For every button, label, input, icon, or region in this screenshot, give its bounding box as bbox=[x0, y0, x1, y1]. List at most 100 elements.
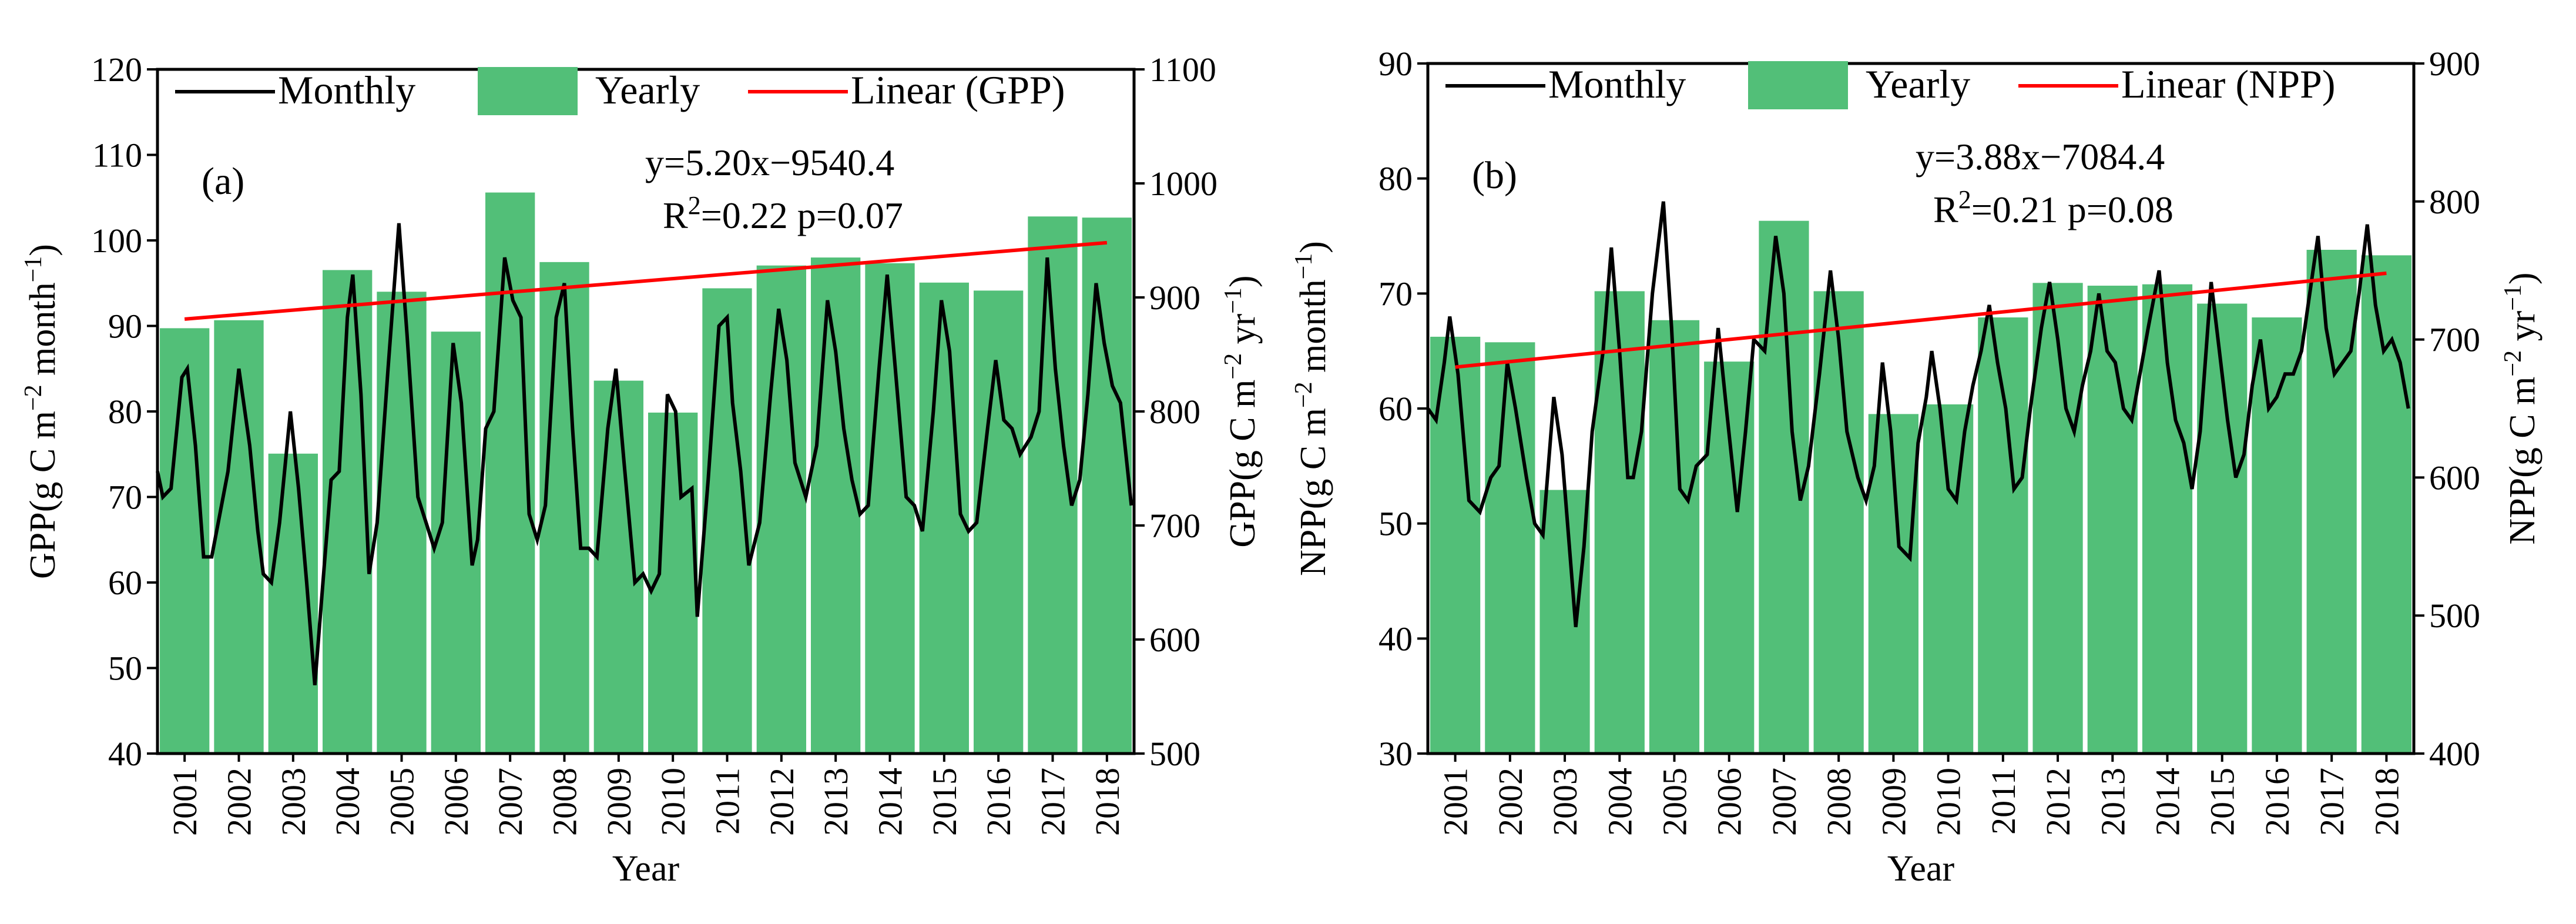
yearly-bar-2011 bbox=[1978, 317, 2028, 754]
x-tick-label: 2008 bbox=[1820, 768, 1858, 836]
yearly-bar-2013 bbox=[811, 257, 861, 754]
yearly-bar-2008 bbox=[539, 262, 589, 754]
right-tick-label: 800 bbox=[2429, 183, 2480, 221]
yearly-bar-2006 bbox=[431, 332, 481, 754]
right-tick-label: 600 bbox=[2429, 458, 2480, 497]
left-y-axis-ticks: 30 40 50 60 70 80 90 bbox=[1378, 45, 1428, 773]
left-tick-label: 80 bbox=[108, 393, 142, 431]
right-tick-label: 500 bbox=[2429, 597, 2480, 635]
r-squared-annotation: R2=0.22 p=0.07 bbox=[663, 191, 903, 237]
yearly-bar-2018 bbox=[2361, 255, 2411, 754]
x-tick-label: 2009 bbox=[1874, 768, 1913, 836]
x-tick-label: 2007 bbox=[491, 768, 529, 836]
x-tick-label: 2013 bbox=[817, 768, 855, 836]
r2-rest: =0.22 p=0.07 bbox=[701, 195, 903, 236]
yearly-bar-2002 bbox=[214, 320, 264, 754]
yearly-bar-2018 bbox=[1082, 217, 1132, 754]
ylabel-sup1: −2 bbox=[1290, 381, 1317, 408]
x-tick-label: 2014 bbox=[2149, 768, 2187, 836]
panel-a: 40 50 60 70 80 90 100 110 120 500 600 700 800 900 100… bbox=[20, 51, 1263, 889]
left-tick-label: 100 bbox=[91, 222, 142, 260]
y2label-mid: yr bbox=[2503, 310, 2543, 350]
x-tick-label: 2008 bbox=[546, 768, 584, 836]
x-tick-label: 2005 bbox=[1656, 768, 1694, 836]
legend-linear-label: Linear (GPP) bbox=[851, 68, 1065, 112]
x-tick-label: 2010 bbox=[1930, 768, 1968, 836]
monthly-line bbox=[1426, 201, 2410, 628]
ylabel-sup2: −1 bbox=[20, 256, 47, 283]
ylabel-mid: month bbox=[1293, 279, 1333, 381]
x-tick-label: 2016 bbox=[2258, 768, 2296, 836]
y2label-sup2: −1 bbox=[1220, 287, 1247, 314]
x-tick-label: 2003 bbox=[274, 768, 313, 836]
right-tick-label: 600 bbox=[1149, 621, 1200, 659]
yearly-bars bbox=[1430, 220, 2411, 754]
left-tick-label: 30 bbox=[1378, 735, 1413, 773]
right-y-axis-title: NPP(g C m−2 yr−1) bbox=[2500, 272, 2543, 544]
right-tick-label: 800 bbox=[1149, 393, 1200, 431]
x-tick-label: 2007 bbox=[1765, 768, 1803, 836]
panel-label: (b) bbox=[1472, 154, 1517, 197]
x-tick-label: 2016 bbox=[980, 768, 1018, 836]
left-tick-label: 90 bbox=[1378, 45, 1413, 83]
right-tick-label: 400 bbox=[2429, 735, 2480, 773]
ylabel-mid: month bbox=[23, 282, 63, 384]
x-tick-label: 2017 bbox=[1034, 768, 1072, 836]
ylabel-base: NPP(g C m bbox=[1293, 408, 1333, 576]
ylabel-end: ) bbox=[1293, 241, 1333, 253]
yearly-bar-2009 bbox=[593, 380, 643, 754]
left-tick-label: 70 bbox=[1378, 274, 1413, 313]
right-tick-label: 1000 bbox=[1149, 165, 1217, 203]
x-tick-label: 2010 bbox=[654, 768, 692, 836]
left-tick-label: 50 bbox=[1378, 505, 1413, 543]
left-tick-label: 50 bbox=[108, 650, 142, 688]
yearly-bar-2002 bbox=[1485, 342, 1535, 754]
y2label-sup2: −1 bbox=[2500, 284, 2527, 311]
legend-monthly-label: Monthly bbox=[1548, 62, 1686, 106]
ylabel-base: GPP(g C m bbox=[23, 411, 63, 579]
y2label-base: GPP(g C m bbox=[1223, 380, 1263, 548]
yearly-bar-2016 bbox=[2252, 317, 2302, 754]
yearly-bar-2003 bbox=[1539, 490, 1590, 754]
linear-trend-line bbox=[184, 240, 1108, 321]
legend-monthly-label: Monthly bbox=[278, 68, 415, 112]
left-tick-label: 90 bbox=[108, 307, 142, 346]
y2label-sup1: −2 bbox=[1220, 353, 1247, 380]
x-tick-label: 2018 bbox=[2367, 768, 2406, 836]
left-y-axis-title: GPP(g C m−2 month−1) bbox=[20, 244, 63, 579]
legend-yearly-label: Yearly bbox=[1866, 62, 1970, 106]
x-tick-label: 2002 bbox=[220, 768, 259, 836]
yearly-bar-2013 bbox=[2087, 286, 2138, 754]
left-tick-label: 110 bbox=[92, 136, 142, 175]
x-tick-label: 2006 bbox=[1710, 768, 1749, 836]
x-axis-title: Year bbox=[1887, 849, 1955, 889]
left-tick-label: 80 bbox=[1378, 160, 1413, 198]
x-tick-label: 2001 bbox=[1437, 768, 1475, 836]
regression-equation: y=3.88x−7084.4 bbox=[1916, 136, 2165, 178]
yearly-bar-2008 bbox=[1813, 291, 1864, 754]
legend-linear-label: Linear (NPP) bbox=[2121, 62, 2335, 106]
x-tick-label: 2018 bbox=[1088, 768, 1126, 836]
y2label-end: ) bbox=[1223, 275, 1263, 287]
yearly-bar-2017 bbox=[2306, 249, 2357, 754]
y2label-end: ) bbox=[2503, 272, 2543, 284]
x-tick-label: 2005 bbox=[383, 768, 421, 836]
right-y-axis-ticks: 400 500 600 700 800 900 bbox=[2414, 45, 2480, 773]
x-axis-ticks: 2001 2002 2003 2004 2005 2006 2007 2008 2009 2010… bbox=[166, 754, 1126, 836]
ylabel-sup1: −2 bbox=[20, 384, 47, 411]
x-tick-label: 2011 bbox=[1984, 768, 2022, 835]
right-tick-label: 500 bbox=[1149, 735, 1200, 773]
x-tick-label: 2012 bbox=[763, 768, 801, 836]
r2-superscript: 2 bbox=[688, 191, 701, 220]
yearly-bar-2003 bbox=[268, 453, 318, 754]
r2-superscript: 2 bbox=[1958, 185, 1971, 214]
x-tick-label: 2004 bbox=[1601, 768, 1639, 836]
y2label-base: NPP(g C m bbox=[2503, 377, 2543, 545]
ylabel-sup2: −1 bbox=[1290, 253, 1317, 280]
x-tick-label: 2006 bbox=[437, 768, 475, 836]
legend-yearly-swatch bbox=[478, 67, 578, 115]
left-tick-label: 40 bbox=[1378, 620, 1413, 658]
right-tick-label: 700 bbox=[2429, 321, 2480, 359]
yearly-bar-2012 bbox=[756, 265, 806, 754]
